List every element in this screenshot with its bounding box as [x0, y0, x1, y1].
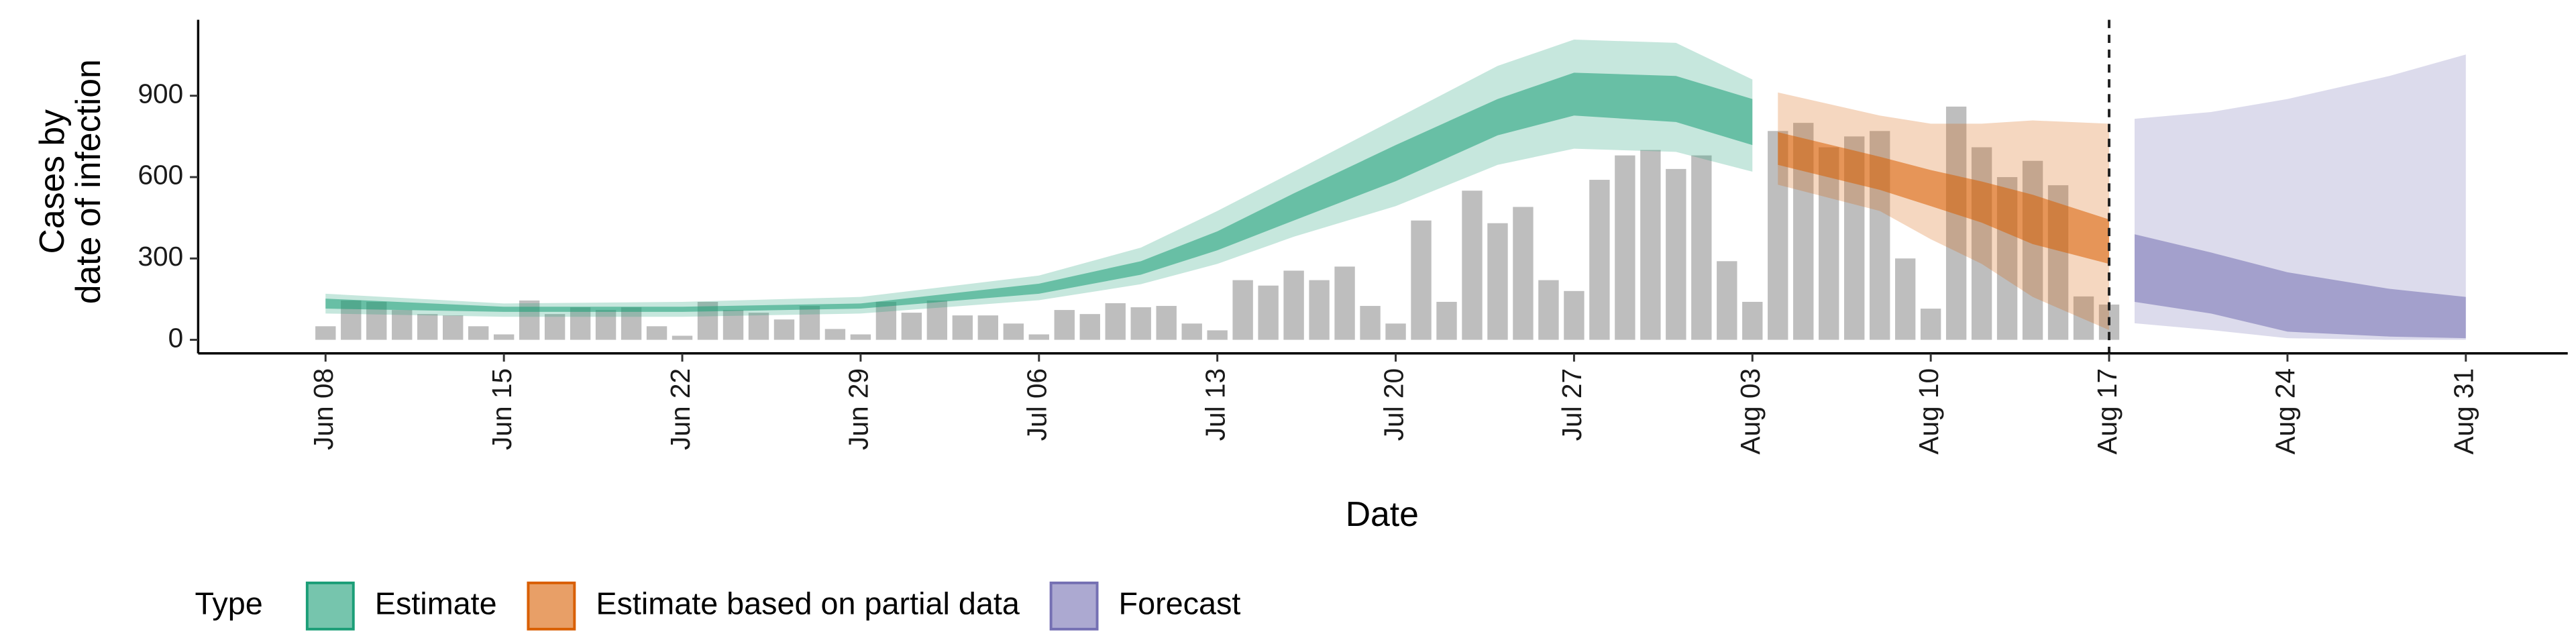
legend-title: Type [195, 586, 262, 621]
x-tick-label: Aug 17 [2092, 368, 2123, 455]
bar [1385, 323, 1406, 340]
bar [952, 315, 973, 340]
bar [926, 300, 948, 340]
bar [1640, 150, 1661, 340]
bar [1462, 191, 1483, 340]
bar [544, 314, 566, 340]
bar [875, 301, 897, 340]
bar [1156, 306, 1177, 340]
x-tick-label: Jul 27 [1556, 368, 1587, 441]
bar [1207, 330, 1228, 340]
bar [1079, 314, 1100, 340]
legend-label: Forecast [1119, 586, 1241, 621]
band-inner [2135, 234, 2466, 339]
bar [1487, 223, 1508, 340]
x-tick-label: Jun 08 [308, 368, 339, 450]
bar [1920, 309, 1941, 340]
band-outer [325, 40, 1753, 317]
bar [773, 319, 795, 340]
x-tick-label: Jun 22 [665, 368, 696, 450]
y-tick-label: 300 [138, 241, 183, 272]
x-tick-label: Jul 13 [1199, 368, 1230, 441]
bar [1971, 147, 1992, 340]
bar [621, 307, 642, 340]
bar [1691, 155, 1712, 340]
bar [977, 315, 999, 340]
bar [1538, 280, 1559, 340]
bars-layer [315, 19, 2466, 354]
bar [1130, 307, 1151, 340]
legend-key [305, 581, 355, 631]
bar [1819, 147, 1839, 340]
legend-key [1049, 581, 1099, 631]
bar [493, 334, 515, 340]
bar [468, 326, 489, 340]
legend: Type Estimate Estimate based on partial d… [195, 581, 1241, 631]
bar [1742, 301, 1763, 340]
bar [672, 335, 693, 340]
bar [1945, 106, 1967, 340]
x-tick-label: Jul 06 [1022, 368, 1053, 441]
bar [2022, 160, 2043, 340]
x-tick-label: Aug 03 [1735, 368, 1766, 455]
bar [1615, 155, 1635, 340]
bar [748, 313, 769, 340]
x-tick-label: Jul 20 [1378, 368, 1409, 441]
x-tick-label: Aug 31 [2448, 368, 2479, 455]
y-tick-label: 900 [138, 78, 183, 109]
y-tick-label: 0 [168, 322, 184, 353]
bar [1003, 323, 1024, 340]
bar [1232, 280, 1253, 340]
bar [1309, 280, 1330, 340]
bar [315, 326, 336, 340]
bar [1411, 220, 1432, 340]
bar [443, 315, 464, 340]
bar [1258, 285, 1279, 340]
bar [1283, 270, 1304, 340]
bar [722, 310, 744, 340]
bar [646, 326, 667, 340]
x-axis-title: Date [1346, 494, 1419, 533]
band-inner [1778, 131, 2110, 264]
band-inner [325, 72, 1753, 312]
y-axis-title-line2: date of infection [68, 59, 107, 304]
legend-label: Estimate [375, 586, 497, 621]
x-tick-label: Jun 15 [486, 368, 517, 450]
axes-layer: 0 300 600 900 Jun 08 Jun 15 Jun 22 Jun 29 Jul 06… [138, 19, 2568, 455]
bar [1513, 207, 1534, 340]
legend-label: Estimate based on partial data [596, 586, 1020, 621]
bar [1028, 334, 1049, 340]
bar [1181, 323, 1202, 340]
y-axis-title-line1: Cases by [32, 109, 71, 254]
bar [1105, 303, 1126, 340]
bar [1589, 180, 1610, 340]
bar [901, 313, 922, 340]
x-tick-label: Jun 29 [843, 368, 874, 450]
bar [850, 334, 871, 340]
bar [1666, 168, 1686, 340]
bar [799, 306, 820, 340]
bar [2073, 296, 2094, 340]
bar [595, 310, 616, 340]
bar [1564, 290, 1585, 340]
bar [824, 329, 846, 340]
bar [1360, 306, 1381, 340]
bar [570, 307, 591, 340]
y-tick-label: 600 [138, 160, 183, 191]
legend-key [527, 581, 576, 631]
bar [1334, 266, 1355, 340]
x-tick-label: Aug 24 [2270, 368, 2301, 455]
bar [1054, 310, 1075, 340]
bar [1717, 261, 1737, 340]
band-outer [1778, 92, 2110, 331]
bar [392, 310, 413, 340]
x-tick-label: Aug 10 [1913, 368, 1944, 455]
bar [417, 314, 438, 340]
bar [1894, 258, 1916, 340]
bar [1436, 301, 1457, 340]
